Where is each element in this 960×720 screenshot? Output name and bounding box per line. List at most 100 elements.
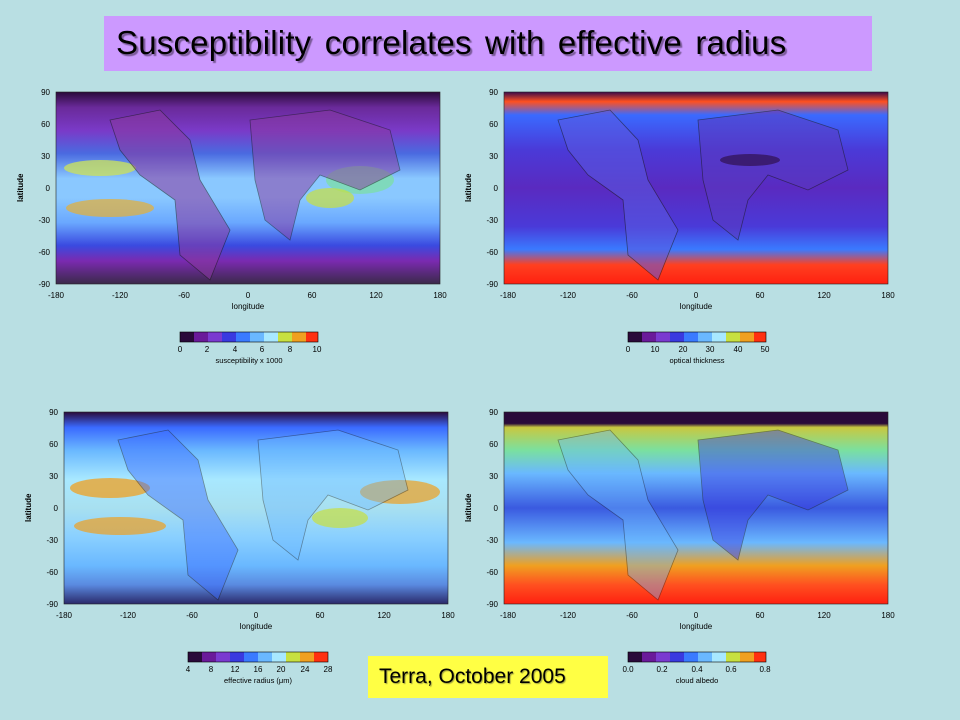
x-tick-label: 120 — [817, 291, 831, 300]
continent-outline — [557, 429, 679, 601]
colorbar-label: optical thickness — [669, 356, 724, 365]
continent-outline — [117, 429, 239, 601]
colorbar-tick-label: 0.4 — [691, 665, 703, 674]
colorbar-label: effective radius (μm) — [224, 676, 292, 685]
x-tick-label: -180 — [48, 291, 65, 300]
y-tick-label: 30 — [489, 152, 498, 161]
x-tick-label: 0 — [254, 611, 259, 620]
y-tick-label: 30 — [49, 472, 58, 481]
y-tick-label: -90 — [486, 280, 498, 289]
x-axis-label: longitude — [680, 302, 713, 311]
x-tick-label: -60 — [186, 611, 198, 620]
y-axis-label: latitude — [24, 493, 33, 522]
colorbar-tick-label: 20 — [679, 345, 688, 354]
y-tick-label: -90 — [486, 600, 498, 609]
x-tick-label: 120 — [369, 291, 383, 300]
colorbar-tick-label: 10 — [651, 345, 660, 354]
colorbar-tick-label: 24 — [301, 665, 310, 674]
map-panel-effective-radius: 90 60 30 0 -30 -60 -90 latitude -180 -12… — [0, 400, 470, 695]
colorbar-tick-label: 50 — [761, 345, 770, 354]
y-axis-label: latitude — [464, 173, 473, 202]
y-tick-labels: 90 60 30 0 -30 -60 -90 — [486, 88, 498, 289]
colorbar-tick-label: 0 — [178, 345, 183, 354]
x-tick-label: -60 — [626, 291, 638, 300]
x-tick-label: 0 — [694, 611, 699, 620]
x-tick-label: 180 — [881, 291, 895, 300]
colorbar-tick-label: 0.0 — [622, 665, 634, 674]
colorbar-swatches — [187, 651, 329, 663]
x-tick-label: -180 — [56, 611, 73, 620]
x-tick-labels: -180 -120 -60 0 60 120 180 — [56, 611, 455, 620]
colorbar-tick-label: 8 — [209, 665, 214, 674]
map-feature — [306, 188, 354, 208]
slide-title: Susceptibility correlates with effective… — [116, 24, 787, 61]
colorbar-label: cloud albedo — [676, 676, 719, 685]
colorbar-tick-label: 20 — [277, 665, 286, 674]
colorbar-swatches — [627, 651, 767, 663]
y-tick-label: -60 — [486, 568, 498, 577]
colorbar-swatches — [627, 331, 767, 343]
continent-outline — [257, 429, 409, 561]
map-chart-susceptibility: 90 60 30 0 -30 -60 -90 latitude -180 -12… — [16, 88, 447, 365]
y-tick-label: -60 — [486, 248, 498, 257]
continent-outline — [697, 429, 849, 561]
colorbar-tick-label: 30 — [706, 345, 715, 354]
map-frame — [63, 411, 449, 605]
map-panel-optical-thickness: 90 60 30 0 -30 -60 -90 latitude -180 -12… — [450, 80, 910, 375]
x-tick-label: 60 — [756, 291, 765, 300]
colorbar: 0 2 4 6 8 10 susceptibility x 1000 — [178, 331, 322, 365]
x-tick-label: -180 — [500, 611, 517, 620]
colorbar-tick-label: 0.2 — [656, 665, 668, 674]
x-tick-labels: -180 -120 -60 0 60 120 180 — [48, 291, 447, 300]
continent-outline — [249, 109, 401, 241]
y-axis-label: latitude — [16, 173, 25, 202]
x-tick-label: -60 — [626, 611, 638, 620]
colorbar-tick-label: 28 — [324, 665, 333, 674]
y-tick-label: 30 — [489, 472, 498, 481]
map-chart-effective-radius: 90 60 30 0 -30 -60 -90 latitude -180 -12… — [24, 408, 455, 685]
x-tick-label: 0 — [694, 291, 699, 300]
map-feature — [312, 508, 368, 528]
x-tick-label: -180 — [500, 291, 517, 300]
colorbar-tick-label: 0 — [626, 345, 631, 354]
y-tick-label: -30 — [38, 216, 50, 225]
x-tick-labels: -180 -120 -60 0 60 120 180 — [500, 611, 895, 620]
y-tick-labels: 90 60 30 0 -30 -60 -90 — [486, 408, 498, 609]
map-image — [64, 412, 448, 604]
map-feature — [720, 154, 780, 166]
continent-outline — [557, 109, 679, 281]
y-tick-label: -90 — [46, 600, 58, 609]
y-tick-label: -30 — [46, 536, 58, 545]
y-tick-label: 0 — [494, 504, 499, 513]
y-tick-labels: 90 60 30 0 -30 -60 -90 — [46, 408, 58, 609]
colorbar-tick-label: 0.8 — [759, 665, 771, 674]
colorbar-tick-label: 40 — [734, 345, 743, 354]
x-tick-labels: -180 -120 -60 0 60 120 180 — [500, 291, 895, 300]
map-feature — [70, 478, 150, 498]
y-axis-label: latitude — [464, 493, 473, 522]
x-axis-label: longitude — [240, 622, 273, 631]
y-tick-label: 90 — [489, 88, 498, 97]
y-tick-label: 90 — [49, 408, 58, 417]
y-tick-label: -30 — [486, 536, 498, 545]
y-tick-label: -30 — [486, 216, 498, 225]
colorbar-tick-label: 4 — [233, 345, 238, 354]
x-tick-label: 180 — [441, 611, 455, 620]
colorbar-label: susceptibility x 1000 — [215, 356, 282, 365]
colorbar: 4 8 12 16 20 24 28 effective radius (μm) — [186, 651, 333, 685]
y-tick-label: -60 — [46, 568, 58, 577]
map-image — [504, 412, 888, 604]
map-feature — [74, 517, 166, 535]
map-chart-optical-thickness: 90 60 30 0 -30 -60 -90 latitude -180 -12… — [464, 88, 895, 365]
x-axis-label: longitude — [232, 302, 265, 311]
colorbar-tick-label: 8 — [288, 345, 293, 354]
map-feature — [64, 160, 136, 176]
y-tick-label: 90 — [41, 88, 50, 97]
x-tick-label: 120 — [377, 611, 391, 620]
map-chart-cloud-albedo: 90 60 30 0 -30 -60 -90 latitude -180 -12… — [464, 408, 895, 685]
x-tick-label: -120 — [560, 291, 577, 300]
colorbar-tick-label: 4 — [186, 665, 191, 674]
y-tick-label: 30 — [41, 152, 50, 161]
x-tick-label: 0 — [246, 291, 251, 300]
title-banner: Susceptibility correlates with effective… — [104, 16, 872, 71]
